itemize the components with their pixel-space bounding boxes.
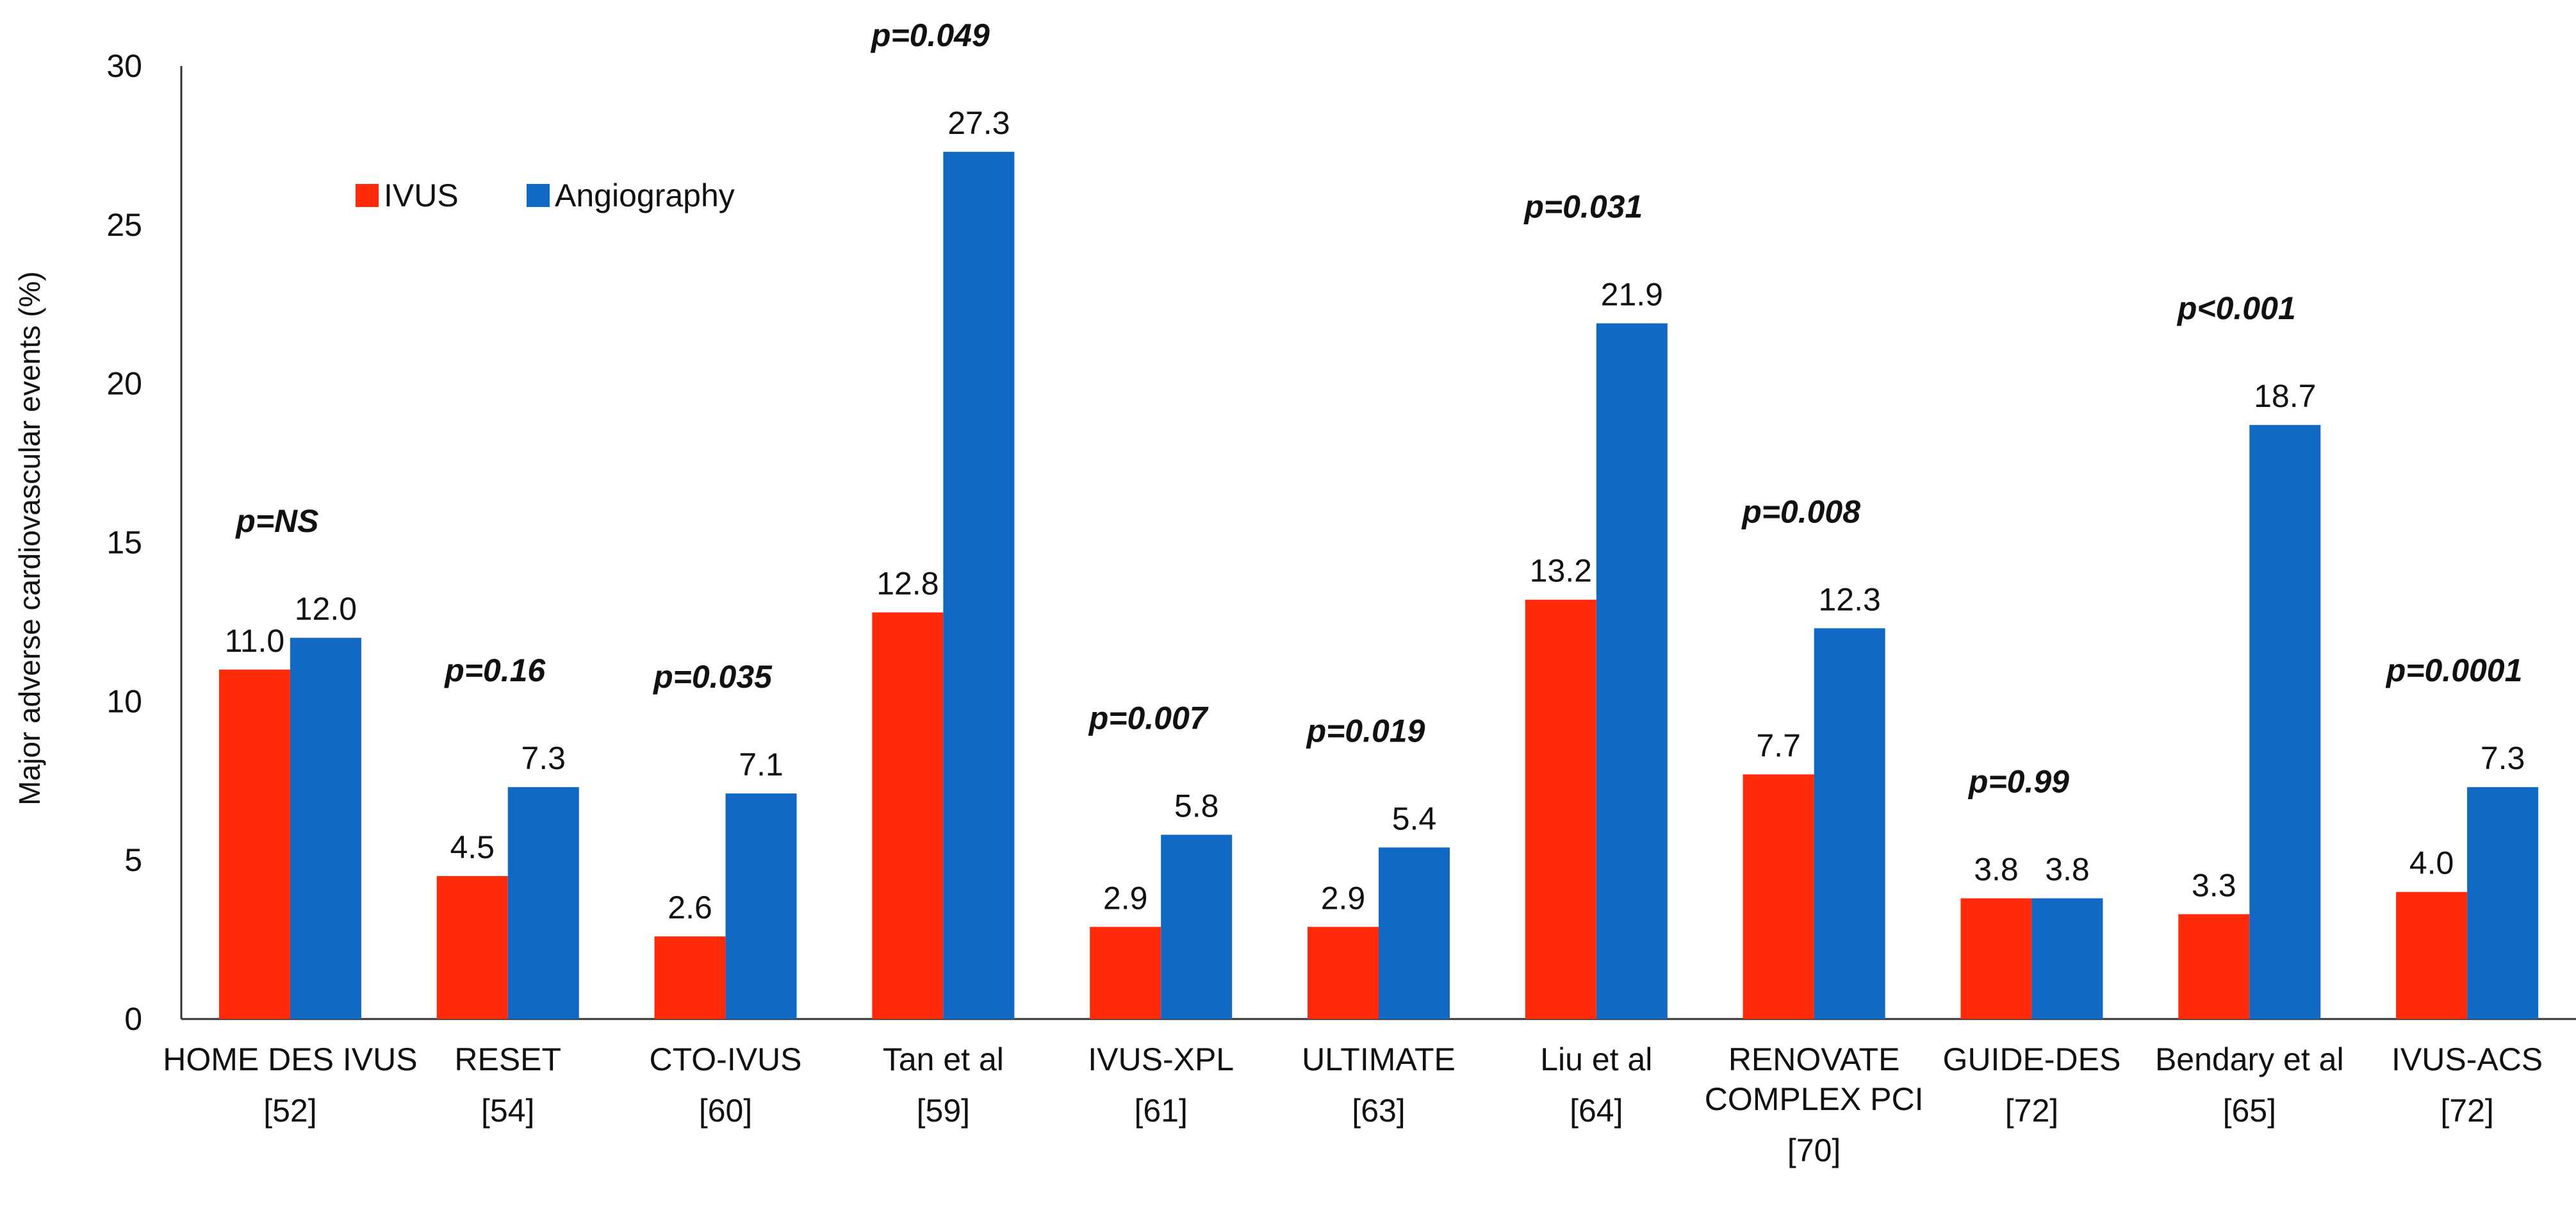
category-label: IVUS-XPL bbox=[1088, 1041, 1234, 1077]
y-tick-label: 0 bbox=[124, 1001, 142, 1037]
bar-ivus bbox=[2396, 891, 2468, 1019]
legend: IVUS Angiography bbox=[356, 178, 735, 213]
p-value-label: p=0.16 bbox=[443, 652, 546, 688]
category-label: CTO-IVUS bbox=[650, 1041, 802, 1077]
data-label-angiography: 18.7 bbox=[2254, 378, 2316, 414]
bar-ivus bbox=[218, 669, 290, 1019]
bar-ivus bbox=[1090, 927, 1161, 1019]
category-reference: [64] bbox=[1570, 1093, 1623, 1129]
bar-angiography bbox=[1161, 834, 1233, 1019]
bar-ivus bbox=[654, 936, 726, 1019]
bar-angiography bbox=[2467, 787, 2539, 1019]
bar-angiography bbox=[1596, 323, 1668, 1019]
p-value-label: p=0.99 bbox=[1967, 764, 2069, 800]
p-value-label: p=0.035 bbox=[652, 659, 773, 695]
data-label-angiography: 7.1 bbox=[739, 747, 783, 783]
category-reference: [63] bbox=[1352, 1093, 1405, 1129]
category-reference: [59] bbox=[917, 1093, 970, 1129]
y-axis: 0 5 10 15 20 25 30 bbox=[106, 48, 183, 1037]
data-label-ivus: 2.9 bbox=[1321, 880, 1366, 916]
bar-ivus bbox=[872, 612, 944, 1019]
category-label: ULTIMATE bbox=[1302, 1041, 1456, 1077]
data-label-angiography: 12.0 bbox=[295, 591, 357, 627]
bar-angiography bbox=[1379, 847, 1450, 1019]
p-value-label: p<0.001 bbox=[2176, 290, 2296, 326]
data-label-ivus: 12.8 bbox=[876, 566, 939, 602]
bar-angiography bbox=[2031, 898, 2103, 1019]
category-reference: [52] bbox=[263, 1093, 316, 1129]
data-label-angiography: 5.4 bbox=[1392, 800, 1437, 836]
bar-ivus bbox=[2178, 914, 2250, 1019]
data-label-angiography: 21.9 bbox=[1601, 276, 1663, 312]
p-value-label: p=0.019 bbox=[1306, 713, 1425, 749]
data-label-angiography: 12.3 bbox=[1818, 581, 1880, 617]
bar-angiography bbox=[2249, 425, 2321, 1019]
data-label-ivus: 4.0 bbox=[2409, 845, 2454, 881]
y-tick-label: 25 bbox=[106, 207, 142, 243]
bar-ivus bbox=[1525, 599, 1596, 1019]
data-label-angiography: 7.3 bbox=[2481, 740, 2525, 776]
category-label: Liu et al bbox=[1540, 1041, 1652, 1077]
category-label: RESET bbox=[454, 1041, 561, 1077]
data-label-ivus: 7.7 bbox=[1756, 727, 1801, 763]
data-label-ivus: 11.0 bbox=[225, 623, 285, 659]
category-label: Tan et al bbox=[883, 1041, 1004, 1077]
category-reference: [65] bbox=[2223, 1093, 2276, 1129]
data-labels: 11.0 12.0 4.5 7.3 2.6 7.1 12.8 27.3 2.9 5.8 2.9 5.4… bbox=[225, 105, 2525, 925]
bar-ivus bbox=[1743, 774, 1814, 1019]
category-label: Bendary et al bbox=[2155, 1041, 2344, 1077]
data-label-angiography: 7.3 bbox=[521, 740, 566, 776]
legend-swatch-angiography bbox=[527, 184, 550, 207]
bars bbox=[218, 151, 2539, 1020]
bar-ivus bbox=[1308, 927, 1379, 1019]
category-label: COMPLEX PCI bbox=[1705, 1081, 1924, 1117]
data-label-ivus: 4.5 bbox=[450, 829, 495, 865]
data-label-ivus: 2.9 bbox=[1103, 880, 1148, 916]
y-tick-label: 15 bbox=[106, 525, 142, 561]
legend-swatch-ivus bbox=[356, 184, 379, 207]
p-value-label: p=NS bbox=[234, 503, 318, 539]
bar-ivus bbox=[436, 875, 508, 1019]
category-label: IVUS-ACS bbox=[2391, 1041, 2543, 1077]
category-reference: [61] bbox=[1134, 1093, 1187, 1129]
y-tick-label: 10 bbox=[106, 683, 142, 719]
category-reference: [70] bbox=[1787, 1132, 1841, 1168]
category-reference: [60] bbox=[699, 1093, 752, 1129]
bar-ivus bbox=[1960, 898, 2032, 1019]
data-label-ivus: 13.2 bbox=[1530, 553, 1592, 589]
legend-label-angiography: Angiography bbox=[555, 178, 735, 213]
p-value-label: p=0.0001 bbox=[2385, 652, 2523, 688]
p-value-label: p=0.049 bbox=[870, 17, 990, 53]
y-tick-label: 20 bbox=[106, 366, 142, 402]
data-label-ivus: 3.3 bbox=[2192, 867, 2236, 903]
bar-angiography bbox=[507, 787, 579, 1019]
data-label-angiography: 27.3 bbox=[948, 105, 1010, 141]
bar-angiography bbox=[290, 638, 361, 1019]
category-label: GUIDE-DES bbox=[1943, 1041, 2121, 1077]
p-value-label: p=0.031 bbox=[1523, 188, 1643, 224]
x-axis: HOME DES IVUS [52] RESET [54] CTO-IVUS [60] Ta… bbox=[163, 1018, 2576, 1168]
legend-label-ivus: IVUS bbox=[384, 178, 459, 213]
category-label: HOME DES IVUS bbox=[163, 1041, 417, 1077]
y-axis-label: Major adverse cardiovascular events (%) bbox=[13, 271, 46, 805]
bar-angiography bbox=[1814, 628, 1885, 1019]
data-label-ivus: 3.8 bbox=[1974, 852, 2019, 888]
p-value-label: p=0.007 bbox=[1088, 700, 1209, 736]
data-label-ivus: 2.6 bbox=[668, 890, 712, 925]
bar-angiography bbox=[725, 793, 797, 1019]
data-label-angiography: 3.8 bbox=[2045, 852, 2090, 888]
p-value-annotations: p=NS p=0.16 p=0.035 p=0.049 p=0.007 p=0.019 p=… bbox=[234, 17, 2522, 800]
data-label-angiography: 5.8 bbox=[1174, 788, 1219, 824]
bar-angiography bbox=[943, 151, 1015, 1020]
p-value-label: p=0.008 bbox=[1741, 493, 1860, 529]
y-tick-label: 30 bbox=[106, 48, 142, 84]
category-reference: [54] bbox=[481, 1093, 534, 1129]
category-reference: [72] bbox=[2005, 1093, 2058, 1129]
category-reference: [72] bbox=[2440, 1093, 2493, 1129]
category-label: RENOVATE bbox=[1728, 1041, 1900, 1077]
y-tick-label: 5 bbox=[124, 842, 142, 878]
